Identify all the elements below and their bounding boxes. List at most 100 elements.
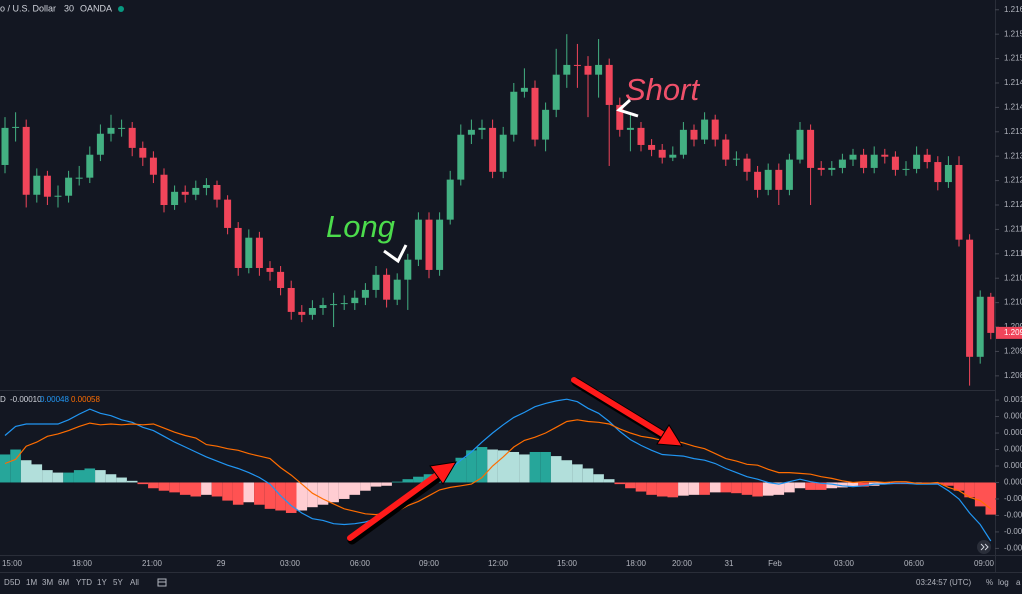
- candle-body: [775, 169, 783, 190]
- candle-body: [976, 296, 984, 357]
- range-button[interactable]: 1M: [26, 578, 37, 587]
- candle-body: [96, 133, 104, 155]
- candle-body: [711, 119, 719, 140]
- histogram-bar: [285, 482, 297, 513]
- y-tick-label: 1.209: [1004, 322, 1022, 331]
- y-tick-label: 1.212: [1004, 200, 1022, 209]
- range-button[interactable]: All: [130, 578, 139, 587]
- arrow-up: [347, 461, 457, 545]
- x-tick-label: 09:00: [974, 559, 995, 568]
- histogram-bar: [222, 482, 233, 501]
- candle-body: [838, 159, 846, 168]
- x-tick-label: 15:00: [557, 559, 578, 568]
- range-button[interactable]: 1Y: [97, 578, 107, 587]
- histogram-bar: [826, 482, 838, 489]
- y-tick-label: 1.211: [1004, 249, 1022, 258]
- histogram-bar: [232, 482, 244, 505]
- candle-body: [118, 127, 126, 129]
- histogram-bar: [349, 482, 361, 495]
- candle-body: [277, 271, 285, 288]
- candle-body: [584, 65, 592, 75]
- y-tick-label: 1.208: [1004, 371, 1022, 380]
- y-tick-label: 1.214: [1004, 102, 1022, 111]
- histogram-bar: [360, 482, 371, 491]
- range-button[interactable]: 5Y: [113, 578, 123, 587]
- candle-body: [12, 126, 20, 128]
- date-range-icon[interactable]: [157, 578, 167, 587]
- histogram-bar: [317, 482, 329, 505]
- last-price-label: 1.209: [1004, 328, 1022, 337]
- candle-body: [669, 154, 677, 158]
- scale-option[interactable]: %: [986, 578, 993, 587]
- candle-body: [807, 129, 815, 168]
- y-tick-label: 1.210: [1004, 298, 1022, 307]
- y-tick-label: 1.209: [1004, 347, 1022, 356]
- legend-value: -0.00010: [10, 395, 42, 404]
- macd-line: [4, 419, 992, 516]
- candle-body: [637, 127, 645, 145]
- candle-body: [372, 274, 380, 290]
- scroll-button[interactable]: [977, 540, 991, 554]
- histogram-bar: [105, 474, 117, 483]
- candle-body: [266, 267, 274, 272]
- candle-body: [881, 154, 889, 157]
- histogram-bar: [815, 482, 827, 490]
- candle-body: [361, 289, 369, 298]
- histogram-bar: [943, 482, 954, 486]
- candle-body: [849, 154, 857, 160]
- candle-body: [573, 64, 581, 66]
- range-button[interactable]: 6M: [58, 578, 69, 587]
- histogram-bar: [720, 482, 732, 493]
- candle-body: [128, 127, 136, 148]
- candle-body: [33, 175, 41, 195]
- candle-body: [701, 119, 709, 140]
- histogram-bar: [254, 482, 265, 505]
- histogram-bar: [328, 482, 339, 503]
- candle-body: [298, 311, 306, 315]
- candle-body: [891, 156, 899, 170]
- candle-body: [499, 134, 507, 172]
- symbol-header: o / U.S. Dollar 30 OANDA: [0, 3, 124, 13]
- arrow-shaft: [347, 471, 441, 541]
- histogram-bar: [762, 482, 774, 496]
- histogram-bar: [572, 464, 583, 483]
- candle-body: [75, 177, 83, 179]
- histogram-bar: [211, 482, 223, 497]
- candle-body: [679, 129, 687, 155]
- candle-body: [648, 144, 656, 150]
- candle-body: [181, 191, 189, 195]
- candle-body: [913, 154, 921, 169]
- x-tick-label: 03:00: [280, 559, 301, 568]
- candle-body: [383, 274, 391, 300]
- histogram-bar: [519, 454, 530, 483]
- candle-body: [255, 237, 263, 268]
- candle-body: [722, 139, 730, 160]
- histogram-bar: [635, 482, 647, 492]
- candle-body: [1, 127, 9, 165]
- x-tick-label: 09:00: [419, 559, 440, 568]
- range-button[interactable]: 3M: [42, 578, 53, 587]
- histogram-bar: [550, 456, 562, 483]
- long-annotation: Long: [326, 209, 395, 244]
- range-button[interactable]: YTD: [76, 578, 92, 587]
- interval: 30: [64, 3, 74, 13]
- candle-body: [510, 91, 518, 135]
- candle-body: [520, 87, 528, 92]
- y-tick-label: 0.000: [1004, 478, 1022, 487]
- x-tick-label: 21:00: [142, 559, 163, 568]
- scroll-icon[interactable]: [980, 543, 989, 551]
- candle-body: [987, 296, 995, 333]
- histogram-bar: [667, 482, 679, 498]
- source: OANDA: [80, 3, 112, 13]
- scale-option[interactable]: log: [998, 578, 1009, 587]
- y-tick-label: 1.211: [1004, 225, 1022, 234]
- histogram-bar: [126, 480, 138, 483]
- y-tick-label: -0.00: [1004, 511, 1022, 520]
- scale-option[interactable]: a: [1016, 578, 1021, 587]
- range-button[interactable]: 5D: [10, 578, 20, 587]
- range-button[interactable]: D: [4, 578, 10, 587]
- candle-body: [796, 129, 804, 160]
- y-tick-label: 0.000: [1004, 428, 1022, 437]
- histogram-bar: [201, 482, 212, 495]
